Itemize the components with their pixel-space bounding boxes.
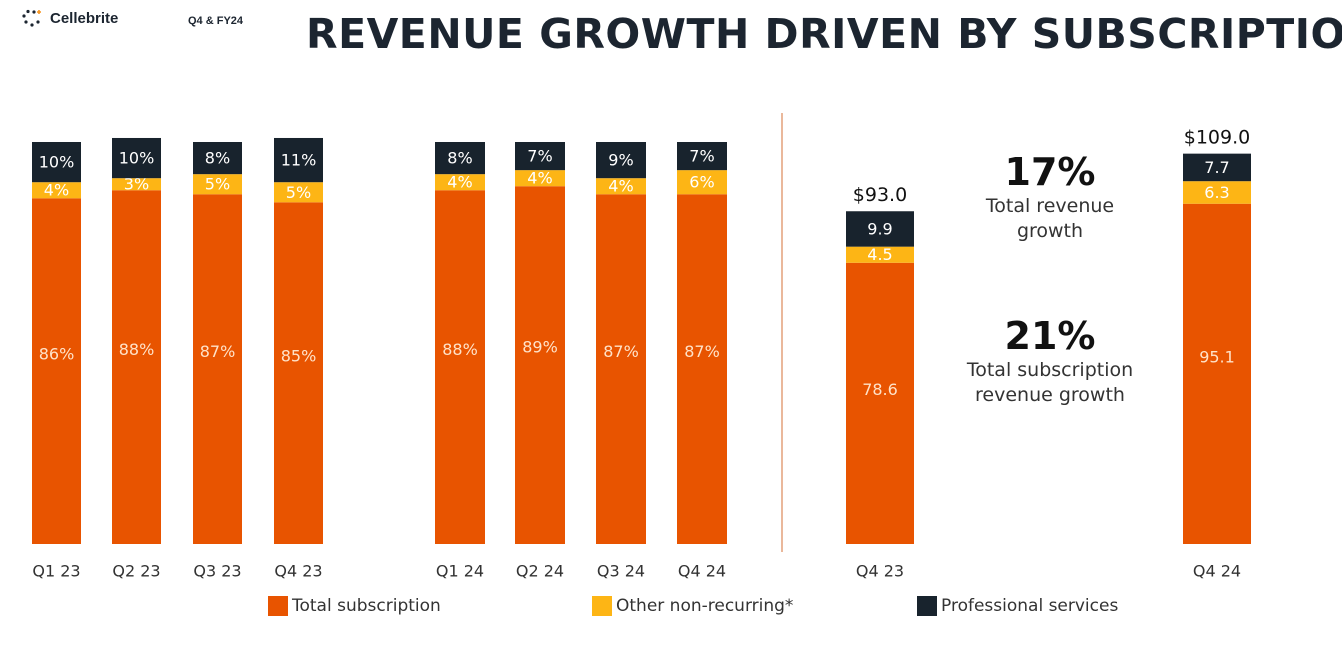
data-label-subscription-q4-24: 87% <box>684 342 720 361</box>
data-label-other-q1-24: 4% <box>447 173 472 192</box>
bar-subscription-q2-23 <box>112 190 161 545</box>
legend-item-subscription: Total subscription <box>268 596 441 616</box>
logo-text: Cellebrite <box>50 9 119 27</box>
legend-item-services: Professional services <box>917 596 1118 616</box>
legend-label-subscription: Total subscription <box>292 596 441 616</box>
bar-other-q4-24 <box>677 170 727 195</box>
total-label-q4-24: $109.0 <box>1184 127 1250 149</box>
bar-subscription-q1-24 <box>435 190 485 545</box>
bar-other-q1-23 <box>32 182 81 199</box>
bar-services-q3-24 <box>596 142 646 179</box>
x-tick-label-q2-24: Q2 24 <box>516 562 564 581</box>
period-label: Q4 & FY24 <box>188 15 244 27</box>
total-label-q4-23: $93.0 <box>853 184 907 206</box>
data-label-services-q4-24: 7.7 <box>1204 158 1229 177</box>
x-tick-label-q4-24: Q4 24 <box>678 562 726 581</box>
data-label-subscription-q3-23: 87% <box>200 342 236 361</box>
legend-swatch-services <box>917 596 937 616</box>
data-label-services-q4-23: 11% <box>281 151 317 170</box>
cellebrite-logo-icon <box>22 9 41 27</box>
data-label-services-q1-23: 10% <box>39 153 75 172</box>
bar-subscription-q1-23 <box>32 198 81 544</box>
data-label-services-q1-24: 8% <box>447 149 472 168</box>
data-label-services-q3-23: 8% <box>205 149 230 168</box>
x-tick-label-q4-24: Q4 24 <box>1193 562 1241 581</box>
data-label-other-q4-23: 5% <box>286 183 311 202</box>
bar-other-q4-23 <box>274 182 323 203</box>
data-label-other-q4-24: 6% <box>689 173 714 192</box>
data-label-subscription-q3-24: 87% <box>603 342 639 361</box>
bar-subscription-q4-23 <box>846 262 914 544</box>
data-label-subscription-q4-23: 78.6 <box>862 380 898 399</box>
chart-legend: Total subscription Other non-recurring* … <box>0 596 1342 622</box>
data-label-subscription-q1-23: 86% <box>39 344 75 363</box>
bar-other-q2-24 <box>515 170 565 187</box>
x-tick-label-q1-23: Q1 23 <box>32 562 80 581</box>
data-label-other-q3-23: 5% <box>205 175 230 194</box>
bar-other-q1-24 <box>435 174 485 191</box>
revenue-growth-value: 17% <box>1004 150 1096 194</box>
data-label-other-q3-24: 4% <box>608 177 633 196</box>
bar-other-q2-23 <box>112 178 161 191</box>
legend-swatch-subscription <box>268 596 288 616</box>
data-label-services-q2-23: 10% <box>119 149 155 168</box>
x-tick-label-q2-23: Q2 23 <box>112 562 160 581</box>
data-label-other-q2-24: 4% <box>527 169 552 188</box>
bar-other-q3-23 <box>193 174 242 195</box>
subscription-growth-label-line-2: revenue growth <box>975 384 1125 406</box>
data-label-other-q2-23: 3% <box>124 175 149 194</box>
data-label-subscription-q4-24: 95.1 <box>1199 347 1235 366</box>
x-tick-label-q3-24: Q3 24 <box>597 562 645 581</box>
bar-subscription-q3-24 <box>596 194 646 544</box>
bar-subscription-q4-24 <box>1183 203 1251 544</box>
bar-services-q4-24 <box>677 142 727 171</box>
x-tick-label-q3-23: Q3 23 <box>193 562 241 581</box>
x-tick-label-q4-23: Q4 23 <box>856 562 904 581</box>
data-label-subscription-q4-23: 85% <box>281 347 317 366</box>
legend-label-other: Other non-recurring* <box>616 596 794 616</box>
bar-other-q4-23 <box>846 246 914 263</box>
page-title: REVENUE GROWTH DRIVEN BY SUBSCRIPTION <box>306 10 1342 58</box>
data-label-services-q3-24: 9% <box>608 151 633 170</box>
x-tick-label-q4-23: Q4 23 <box>274 562 322 581</box>
legend-swatch-other <box>592 596 612 616</box>
bar-services-q4-23 <box>846 211 914 247</box>
bar-other-q4-24 <box>1183 181 1251 204</box>
data-label-services-q2-24: 7% <box>527 147 552 166</box>
bar-services-q3-23 <box>193 142 242 175</box>
bar-subscription-q2-24 <box>515 186 565 544</box>
subscription-growth-stat: 21% Total subscription revenue growth <box>950 314 1150 408</box>
bar-other-q3-24 <box>596 178 646 195</box>
data-label-subscription-q1-24: 88% <box>442 340 478 359</box>
revenue-growth-stat: 17% Total revenue growth <box>960 150 1140 244</box>
cellebrite-logo: Cellebrite <box>20 8 118 28</box>
bar-services-q4-23 <box>274 137 323 183</box>
legend-item-other: Other non-recurring* <box>592 596 793 616</box>
bar-services-q4-24 <box>1183 153 1251 182</box>
data-label-other-q4-23: 4.5 <box>867 245 892 264</box>
data-label-subscription-q2-24: 89% <box>522 338 558 357</box>
bar-subscription-q3-23 <box>193 194 242 544</box>
bar-subscription-q4-24 <box>677 194 727 544</box>
data-label-other-q4-24: 6.3 <box>1204 183 1229 202</box>
bar-services-q2-24 <box>515 142 565 171</box>
bar-subscription-q4-23 <box>274 202 323 545</box>
data-label-subscription-q2-23: 88% <box>119 340 155 359</box>
revenue-growth-label-line-2: growth <box>1016 220 1084 242</box>
subscription-growth-value: 21% <box>1004 314 1096 358</box>
revenue-chart: 86% 4% 10% Q1 23 88% 3% 10% Q2 23 87% 5% 8% Q3 23 85… <box>32 113 1251 581</box>
data-label-services-q4-24: 7% <box>689 147 714 166</box>
bar-services-q2-23 <box>112 137 161 179</box>
data-label-services-q4-23: 9.9 <box>867 219 892 238</box>
bar-services-q1-24 <box>435 142 485 175</box>
bar-services-q1-23 <box>32 142 81 183</box>
revenue-growth-label-line-1: Total revenue <box>985 195 1115 217</box>
legend-label-services: Professional services <box>941 596 1119 616</box>
subscription-growth-label-line-1: Total subscription <box>966 359 1134 381</box>
x-tick-label-q1-24: Q1 24 <box>436 562 484 581</box>
data-label-other-q1-23: 4% <box>44 181 69 200</box>
